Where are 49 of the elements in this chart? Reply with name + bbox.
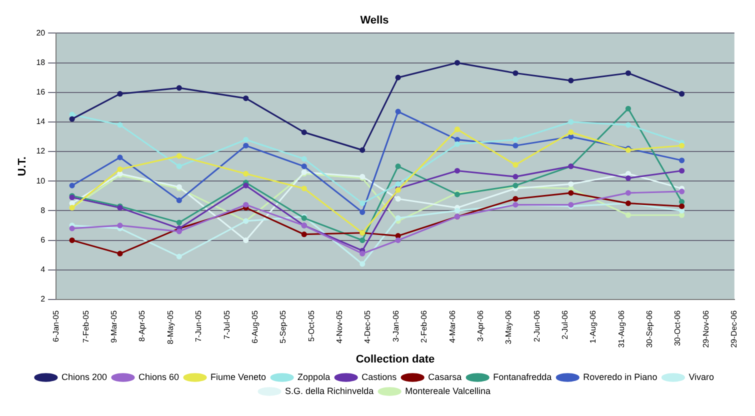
x-tick-label: 8-May-05 (166, 310, 175, 344)
x-tick-label: 7-Jul-05 (222, 310, 232, 340)
chart-title: Wells (360, 14, 389, 27)
y-tick-label: 6 (40, 235, 46, 244)
x-tick-label: 9-Mar-05 (110, 310, 119, 343)
legend-label: Chions 200 (61, 372, 108, 382)
x-tick-label: 30-Sep-06 (645, 310, 654, 348)
x-tick-label: 4-Nov-05 (335, 310, 344, 344)
y-tick-label: 16 (36, 88, 46, 97)
legend-label: Zoppola (298, 372, 330, 382)
x-tick-label: 2-Jul-06 (560, 310, 570, 340)
y-tick-label: 14 (36, 117, 46, 126)
legend-label: Roveredo in Piano (583, 372, 658, 382)
x-tick-label: 5-Sep-05 (278, 310, 288, 344)
x-tick-label: 29-Nov-06 (701, 310, 710, 348)
x-tick-label: 1-Aug-06 (588, 310, 598, 344)
y-tick-label: 18 (36, 58, 46, 67)
legend-label: Vivaro (688, 372, 714, 382)
x-tick-label: 7-Feb-05 (81, 310, 90, 343)
x-tick-label: 3-Jan-06 (391, 310, 400, 342)
legend-label: Chions 60 (138, 372, 180, 382)
x-tick-label: 2-Feb-06 (420, 310, 429, 343)
x-tick-label: 31-Aug-06 (616, 310, 626, 348)
x-tick-label: 30-Oct-06 (673, 310, 682, 346)
y-tick-label: 4 (40, 265, 46, 274)
legend-label: Montereale Valcellina (405, 386, 490, 396)
legend-label: Castions (362, 372, 398, 382)
legend-label: Fontanafredda (493, 372, 552, 382)
x-tick-label: 7-Jun-05 (194, 310, 204, 342)
x-tick-label: 4-Dec-05 (363, 310, 372, 344)
y-tick-label: 20 (36, 28, 46, 38)
x-tick-label: 5-Oct-05 (306, 310, 316, 342)
legend-label: Casarsa (428, 372, 462, 382)
y-tick-label: 10 (36, 176, 46, 186)
y-axis-title: U.T. (16, 156, 29, 176)
legend-label: S.G. della Richinvelda (285, 386, 374, 396)
x-tick-label: 6-Aug-05 (250, 310, 260, 344)
x-tick-label: 2-Jun-06 (532, 310, 542, 342)
x-tick-label: 4-Mar-06 (448, 310, 457, 343)
x-axis-title: Collection date (356, 353, 435, 366)
x-tick-label: 3-May-06 (504, 310, 514, 344)
x-tick-label: 8-Apr-05 (138, 310, 147, 342)
y-tick-label: 8 (40, 206, 46, 215)
x-tick-label: 6-Jan-05 (51, 310, 60, 342)
x-tick-label: 29-Dec-06 (730, 310, 739, 348)
legend-label: Fiume Veneto (210, 372, 266, 382)
y-tick-label: 12 (36, 146, 46, 156)
x-tick-label: 3-Apr-06 (476, 310, 485, 342)
y-tick-label: 2 (40, 294, 46, 304)
